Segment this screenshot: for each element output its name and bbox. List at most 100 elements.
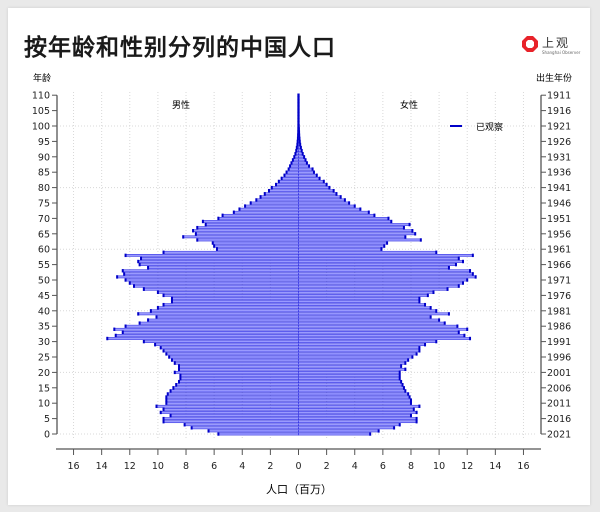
x-tick-label: 14 — [489, 461, 501, 472]
male-bar-marker — [296, 142, 299, 147]
female-bar-marker — [398, 376, 401, 381]
female-label: 女性 — [400, 99, 418, 111]
male-bar-marker — [165, 352, 168, 356]
male-bar — [271, 186, 299, 189]
female-bar-marker — [469, 336, 472, 341]
male-bar-marker — [128, 281, 131, 285]
male-bar — [173, 386, 299, 390]
male-bar-marker — [204, 222, 207, 227]
female-bar — [298, 429, 379, 433]
male-bar-marker — [138, 262, 141, 267]
female-bar — [298, 167, 313, 171]
male-bar-marker — [106, 336, 109, 341]
y-tick-label-left: 20 — [38, 368, 50, 379]
male-bar — [163, 303, 299, 306]
male-bar — [163, 250, 299, 254]
male-bar — [107, 337, 299, 340]
y-tick-label-left: 60 — [38, 245, 50, 256]
y-tick-label-right: 1936 — [547, 168, 571, 179]
y-tick-label-right: 2006 — [547, 383, 571, 394]
male-bar — [191, 426, 299, 430]
female-bar-marker — [305, 161, 308, 165]
logo-text: 上观 — [542, 36, 571, 50]
male-bar — [137, 312, 299, 316]
female-bar-marker — [432, 290, 435, 295]
y-tick-label-left: 40 — [38, 306, 50, 317]
y-tick-label-left: 65 — [38, 229, 50, 240]
male-bar — [163, 294, 299, 297]
female-bar-marker — [325, 182, 328, 187]
female-bar — [298, 349, 420, 353]
logo: 上观 Shanghai Observer — [522, 34, 582, 60]
male-bar — [170, 389, 299, 393]
male-bar — [163, 420, 299, 424]
male-bar-marker — [169, 389, 172, 393]
female-bar-marker — [390, 219, 393, 224]
female-bar — [298, 164, 310, 168]
male-bar — [170, 414, 299, 417]
male-bar — [166, 401, 299, 405]
female-bar-marker — [411, 355, 414, 359]
female-bar-marker — [454, 262, 457, 267]
male-bar — [291, 161, 299, 165]
male-bar-marker — [190, 426, 193, 430]
male-bar — [213, 244, 299, 248]
female-bar — [298, 352, 417, 356]
male-bar — [163, 349, 299, 353]
female-bar-marker — [298, 139, 301, 144]
female-bar-marker — [297, 118, 300, 122]
female-bar — [298, 334, 465, 337]
male-bar-marker — [162, 250, 165, 254]
legend-label: 已观察 — [476, 121, 503, 133]
female-bar-marker — [387, 216, 390, 221]
y-tick-label-left: 25 — [38, 353, 50, 364]
female-bar — [298, 263, 457, 266]
female-bar — [298, 183, 327, 186]
female-bar-marker — [424, 302, 427, 307]
male-bar-marker — [196, 225, 199, 230]
male-bar-marker — [270, 185, 273, 190]
female-bar-marker — [415, 419, 418, 424]
male-bar-marker — [179, 376, 182, 381]
male-bar — [160, 411, 299, 414]
male-bar-marker — [232, 210, 235, 214]
x-tick-label: 8 — [408, 461, 414, 472]
male-bar-marker — [162, 407, 165, 412]
male-bar — [233, 210, 299, 214]
female-bar — [298, 269, 471, 273]
female-bar — [298, 423, 400, 427]
y-tick-label-left: 105 — [32, 106, 50, 117]
female-bar-marker — [463, 333, 466, 338]
female-bar — [298, 177, 320, 180]
female-bar — [298, 198, 346, 202]
male-bar-marker — [114, 333, 117, 338]
male-bar-marker — [289, 164, 292, 168]
male-bar — [171, 297, 299, 300]
male-bar-marker — [140, 256, 143, 261]
male-bar-marker — [296, 136, 299, 141]
female-bar — [298, 404, 420, 408]
male-bar-marker — [285, 170, 288, 174]
female-bar-marker — [466, 327, 469, 331]
y-tick-label-left: 5 — [44, 414, 50, 425]
female-bar-marker — [297, 99, 300, 104]
male-bar-marker — [172, 386, 175, 390]
male-bar — [264, 192, 299, 196]
female-bar-marker — [297, 102, 300, 107]
male-bar-marker — [162, 293, 165, 298]
female-bar — [298, 426, 395, 430]
female-bar-marker — [412, 407, 415, 412]
male-bar-marker — [137, 259, 140, 264]
male-bar — [212, 241, 299, 245]
female-bar — [298, 374, 400, 377]
female-bar-marker — [415, 352, 418, 356]
female-bar — [298, 420, 417, 424]
female-bar — [298, 260, 464, 263]
female-bar — [298, 408, 415, 411]
male-bar-marker — [267, 188, 270, 193]
female-bar — [298, 244, 385, 248]
female-bar — [298, 309, 437, 313]
female-bar — [298, 297, 420, 300]
x-tick-label: 16 — [67, 461, 79, 472]
female-bar — [298, 331, 460, 334]
